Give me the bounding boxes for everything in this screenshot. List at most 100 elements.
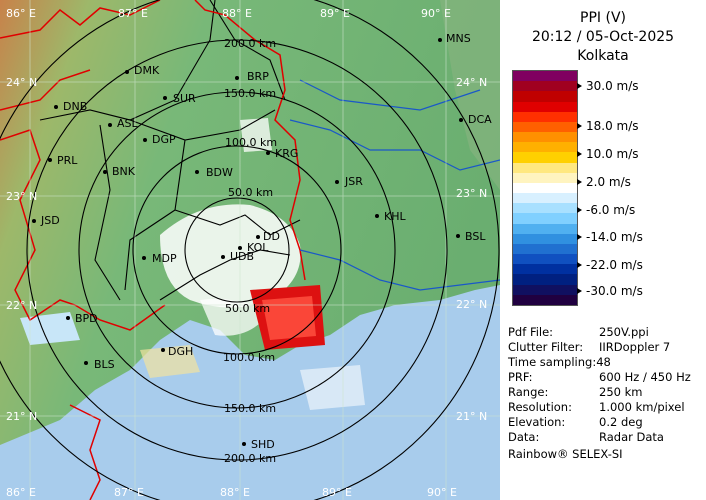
lon-label-86-top: 86° E — [6, 7, 36, 20]
colorbar-swatch — [513, 213, 577, 224]
colorbar-swatch — [513, 172, 577, 183]
station-dmk: DMK — [134, 64, 160, 77]
station-jsr: JSR — [344, 175, 363, 188]
info-resolution: Resolution: 1.000 km/pixel — [508, 400, 685, 414]
echo-patches — [20, 118, 365, 410]
ring-label-50-south: 50.0 km — [225, 302, 270, 315]
lat-label-24-left: 24° N — [6, 76, 37, 89]
station-bpd: BPD — [75, 312, 98, 325]
lat-label-22-right: 22° N — [456, 298, 487, 311]
station-bsl: BSL — [465, 230, 486, 243]
range-ring-labels: 50.0 km 100.0 km 150.0 km 200.0 km 50.0 … — [223, 37, 277, 465]
station-dca: DCA — [468, 113, 492, 126]
lon-label-87-bottom: 87° E — [114, 486, 144, 499]
lon-label-90-bottom: 90° E — [427, 486, 457, 499]
ring-label-150-south: 150.0 km — [224, 402, 276, 415]
station-dnb: DNB — [63, 100, 87, 113]
station-markers: DMK BRP MNS DNB SUR ASL DGP DCA PRL BNK … — [32, 32, 492, 451]
lat-label-21-right: 21° N — [456, 410, 487, 423]
legend-label-neg6: -6.0 m/s — [576, 203, 636, 217]
legend-label-18: 18.0 m/s — [577, 119, 639, 133]
velocity-colorbar — [512, 70, 578, 306]
station-title: Kolkata — [577, 48, 629, 64]
colorbar-swatch — [513, 223, 577, 234]
lon-label-89-bottom: 89° E — [322, 486, 352, 499]
bay-of-bengal — [0, 285, 500, 500]
lon-label-88-bottom: 88° E — [220, 486, 250, 499]
station-mdp: MDP — [152, 252, 177, 265]
info-clutter-filter: Clutter Filter: IIRDoppler 7 — [508, 340, 671, 354]
legend-label-30: 30.0 m/s — [577, 79, 639, 93]
colorbar-swatch — [513, 243, 577, 255]
lat-label-24-right: 24° N — [456, 76, 487, 89]
info-data: Data: Radar Data — [508, 430, 664, 444]
lon-label-86-bottom: 86° E — [6, 486, 36, 499]
station-dgh: DGH — [168, 345, 193, 358]
legend-label-10: 10.0 m/s — [577, 147, 639, 161]
colorbar-swatch — [513, 274, 577, 285]
station-brp: BRP — [247, 70, 269, 83]
station-jsd: JSD — [40, 214, 60, 227]
ring-label-100-south: 100.0 km — [223, 351, 275, 364]
range-rings — [0, 0, 500, 500]
info-panel: PPI (V) 20:12 / 05-Oct-2025 Kolkata 30.0… — [500, 0, 706, 500]
ring-label-200: 200.0 km — [224, 37, 276, 50]
station-dd: DD — [263, 230, 280, 243]
legend-label-neg22: -22.0 m/s — [577, 258, 643, 272]
station-prl: PRL — [57, 154, 78, 167]
info-elevation: Elevation: 0.2 deg — [508, 415, 643, 429]
colorbar-swatch — [513, 71, 577, 82]
vendor-footer: Rainbow® SELEX-SI — [508, 447, 623, 461]
legend-label-neg14: -14.0 m/s — [577, 230, 643, 244]
lon-label-89-top: 89° E — [320, 7, 350, 20]
colorbar-swatch — [513, 91, 577, 102]
eastern-hills — [440, 0, 500, 190]
colorbar-swatch — [513, 294, 577, 305]
station-bdw: BDW — [206, 166, 233, 179]
radar-map[interactable]: 50.0 km 100.0 km 150.0 km 200.0 km 50.0 … — [0, 0, 500, 500]
colorbar-swatch — [513, 284, 577, 295]
product-title: PPI (V) — [580, 10, 626, 26]
info-range: Range: 250 km — [508, 385, 643, 399]
lat-label-22-left: 22° N — [6, 299, 37, 312]
colorbar-swatch — [513, 162, 577, 173]
lat-label-23-right: 23° N — [456, 187, 487, 200]
ring-label-200-south: 200.0 km — [224, 452, 276, 465]
colorbar-swatch — [513, 264, 577, 275]
ring-label-150: 150.0 km — [224, 87, 276, 100]
station-mns: MNS — [446, 32, 471, 45]
station-kol: KOL — [247, 241, 269, 254]
rivers — [289, 79, 500, 291]
colorbar-swatch — [513, 132, 577, 143]
lon-label-88-top: 88° E — [222, 7, 252, 20]
colorbar-swatch — [513, 203, 577, 214]
colorbar-swatch — [513, 111, 577, 122]
station-sur: SUR — [173, 92, 196, 105]
colorbar-swatch — [513, 121, 577, 133]
station-shd: SHD — [251, 438, 275, 451]
colorbar-swatch — [513, 142, 577, 153]
station-bnk: BNK — [112, 165, 136, 178]
lat-label-23-left: 23° N — [6, 190, 37, 203]
colorbar-swatch — [513, 101, 577, 112]
graticule-labels: 86° E 87° E 88° E 89° E 90° E 86° E 87° … — [6, 7, 487, 499]
info-prf: PRF: 600 Hz / 450 Hz — [508, 370, 691, 384]
colorbar-swatch — [513, 182, 577, 194]
lat-label-21-left: 21° N — [6, 410, 37, 423]
colorbar-swatch — [513, 233, 577, 244]
station-dgp: DGP — [152, 133, 176, 146]
station-bls: BLS — [94, 358, 115, 371]
district-borders — [39, 0, 301, 301]
ring-label-100: 100.0 km — [225, 136, 277, 149]
ring-label-50: 50.0 km — [228, 186, 273, 199]
legend-label-neg30: -30.0 m/s — [577, 284, 643, 298]
legend-label-2: 2.0 m/s — [577, 175, 631, 189]
station-asl: ASL — [117, 117, 139, 130]
info-time-sampling: Time sampling:48 — [508, 355, 611, 369]
datetime-title: 20:12 / 05-Oct-2025 — [531, 29, 675, 45]
station-khl: KHL — [384, 210, 406, 223]
lon-label-87-top: 87° E — [118, 7, 148, 20]
colorbar-swatch — [513, 193, 577, 204]
lon-label-90-top: 90° E — [421, 7, 451, 20]
